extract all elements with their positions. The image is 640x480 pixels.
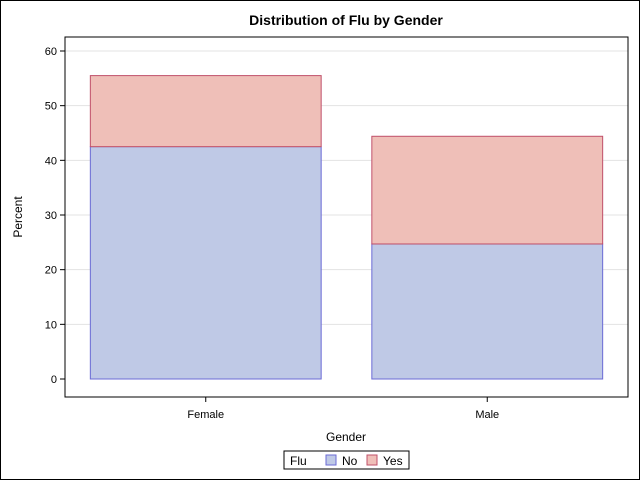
y-tick-label: 0: [51, 374, 57, 386]
bars: [89, 75, 604, 380]
x-tick-label: Male: [475, 409, 499, 421]
legend-label-yes: Yes: [383, 454, 403, 468]
x-axis: Female Male: [187, 397, 499, 421]
legend-items: No Yes: [325, 454, 403, 468]
bar-female-no: [89, 146, 322, 380]
y-axis-label: Percent: [11, 196, 25, 238]
y-tick-label: 10: [45, 319, 57, 331]
legend-swatch-no: [325, 454, 337, 466]
y-tick-label: 20: [45, 265, 57, 277]
bar-male-no: [371, 243, 604, 380]
y-tick-label: 60: [45, 46, 57, 58]
y-tick-label: 40: [45, 155, 57, 167]
legend-box: [283, 450, 410, 470]
x-tick-label: Female: [187, 409, 224, 421]
y-tick-label: 50: [45, 101, 57, 113]
legend-label-no: No: [342, 454, 358, 468]
legend-swatch-yes: [366, 454, 378, 466]
bar-male-yes: [371, 135, 604, 245]
legend: Flu No Yes: [283, 450, 410, 470]
x-axis-label: Gender: [326, 430, 366, 444]
legend-title: Flu: [290, 454, 307, 468]
y-axis: 0 10 20 30 40 50 60: [45, 46, 65, 386]
bar-female-yes: [89, 75, 322, 148]
plot-area: [64, 36, 629, 398]
chart-title: Distribution of Flu by Gender: [249, 12, 443, 28]
y-tick-label: 30: [45, 210, 57, 222]
